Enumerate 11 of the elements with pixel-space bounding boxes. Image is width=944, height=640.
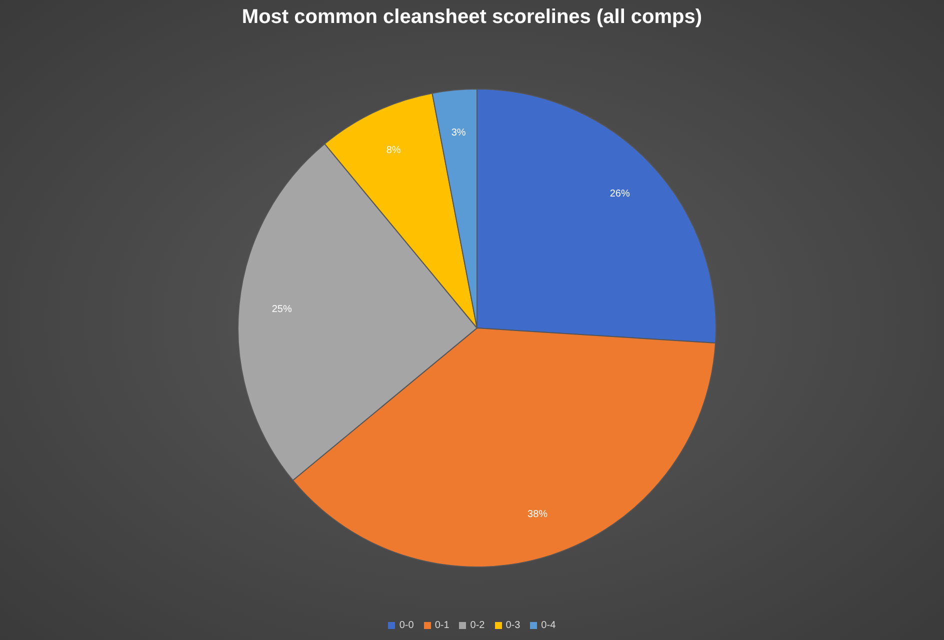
data-label: 38% xyxy=(528,508,548,520)
legend-label: 0-2 xyxy=(470,620,485,631)
data-label: 25% xyxy=(272,304,292,316)
legend-label: 0-0 xyxy=(399,620,414,631)
data-label: 26% xyxy=(610,188,630,200)
legend-label: 0-4 xyxy=(541,620,556,631)
data-label: 8% xyxy=(386,145,401,156)
chart-title: Most common cleansheet scorelines (all comps) xyxy=(240,6,704,29)
legend-label: 0-3 xyxy=(506,620,520,631)
slice-label: 0-1 xyxy=(434,620,450,631)
data-label: 3% xyxy=(451,127,466,138)
